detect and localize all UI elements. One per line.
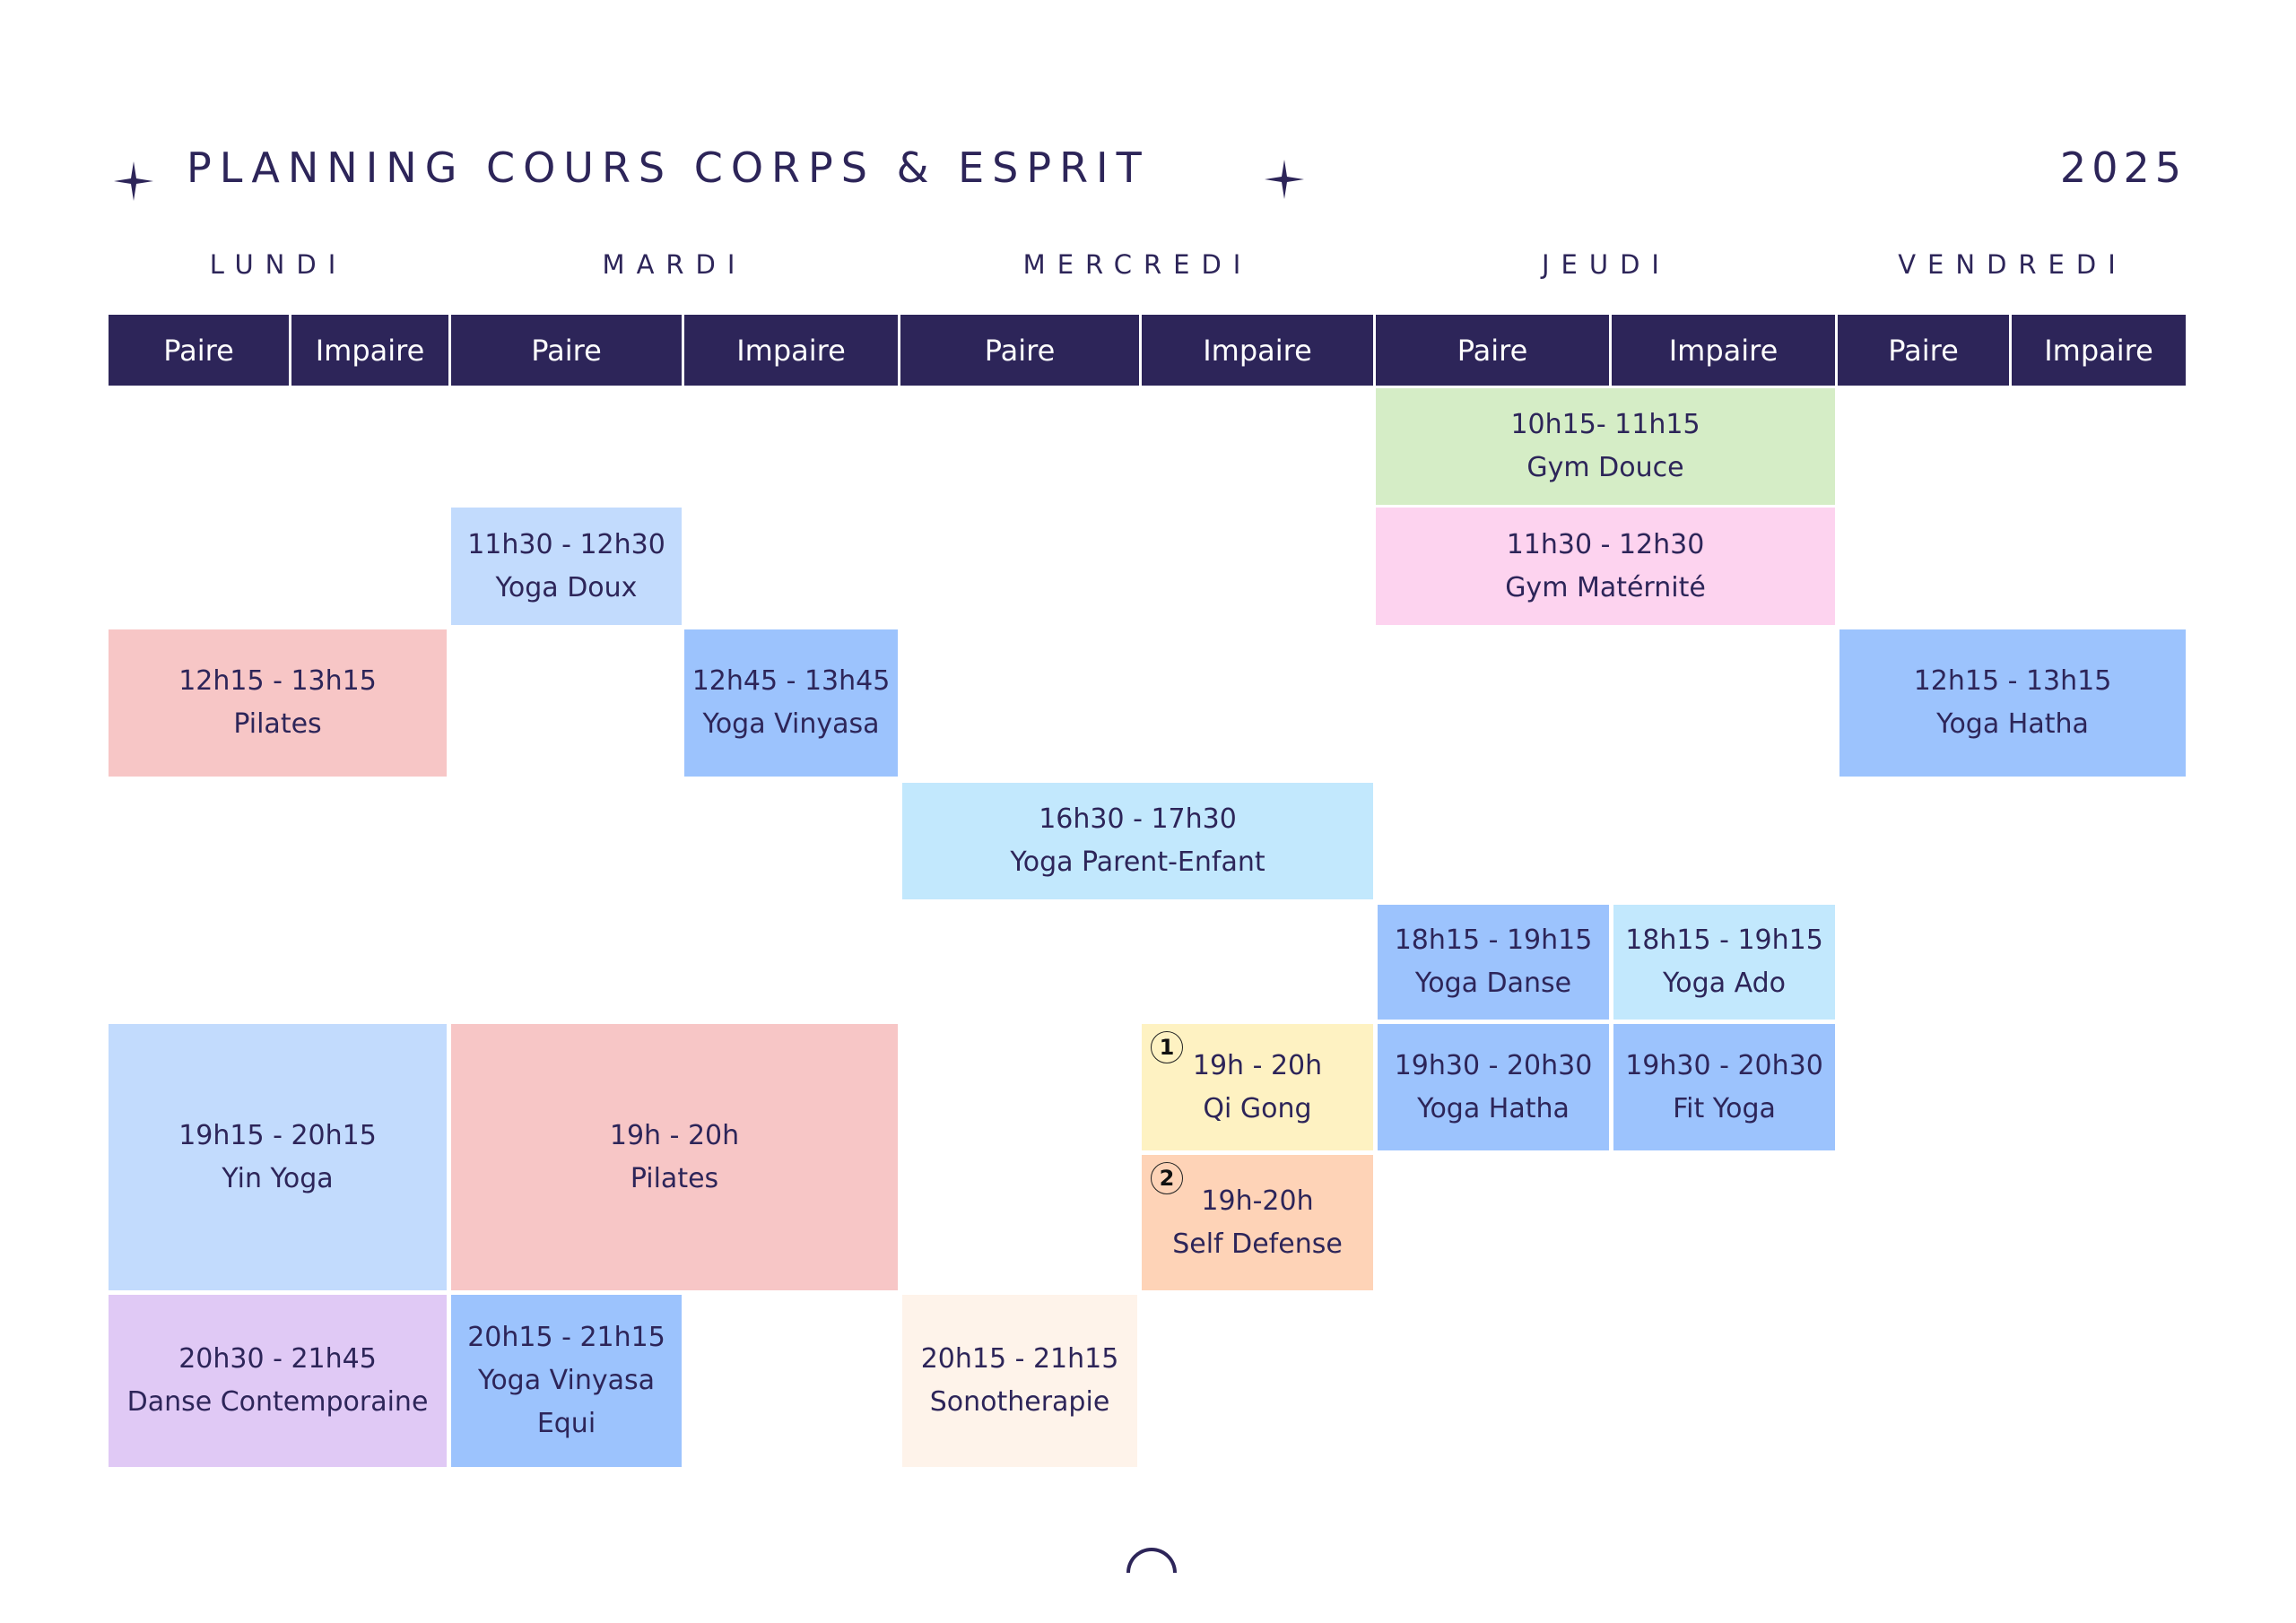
sparkle-star-icon <box>114 161 153 201</box>
class-time: 12h15 - 13h15 <box>178 665 377 697</box>
class-name: Yoga Parent-Enfant <box>1010 846 1265 878</box>
week-type-header: Impaire <box>1142 315 1373 386</box>
week-type-header: Impaire <box>684 315 898 386</box>
class-name: Pilates <box>233 708 322 740</box>
day-mercredi: MERCREDI <box>1022 249 1253 280</box>
class-name: Yoga Doux <box>495 571 638 603</box>
class-time: 20h30 - 21h45 <box>178 1343 377 1375</box>
class-block: 20h15 - 21h15 Sonotherapie <box>902 1295 1137 1467</box>
class-name: Pilates <box>630 1162 719 1194</box>
class-time: 16h30 - 17h30 <box>1039 803 1237 835</box>
class-name: Yoga Vinyasa <box>702 708 880 740</box>
day-jeudi: JEUDI <box>1542 249 1671 280</box>
class-time: 19h15 - 20h15 <box>178 1119 377 1151</box>
class-time: 19h - 20h <box>609 1119 740 1151</box>
class-name: Equi <box>536 1408 596 1439</box>
day-mardi: MARDI <box>602 249 747 280</box>
class-block: 20h15 - 21h15 Yoga Vinyasa Equi <box>451 1295 682 1467</box>
class-time: 12h15 - 13h15 <box>1913 665 2112 697</box>
class-block: 2 19h-20h Self Defense <box>1142 1155 1373 1290</box>
class-name: Sonotherapie <box>929 1386 1110 1418</box>
class-block: 12h45 - 13h45 Yoga Vinyasa <box>684 629 898 777</box>
week-type-header: Impaire <box>2012 315 2186 386</box>
class-block: 12h15 - 13h15 Yoga Hatha <box>1839 629 2186 777</box>
number-badge: 1 <box>1151 1031 1183 1063</box>
class-name: Yoga Hatha <box>1417 1092 1570 1124</box>
class-time: 20h15 - 21h15 <box>467 1322 665 1353</box>
class-block: 11h30 - 12h30 Yoga Doux <box>451 508 682 625</box>
class-time: 11h30 - 12h30 <box>467 528 665 560</box>
week-type-header: Paire <box>900 315 1139 386</box>
class-block: 18h15 - 19h15 Yoga Danse <box>1378 905 1609 1020</box>
crescent-moon-icon <box>1126 1548 1177 1573</box>
class-block: 16h30 - 17h30 Yoga Parent-Enfant <box>902 783 1373 899</box>
class-name: Yoga Ado <box>1662 968 1787 999</box>
class-time: 12h45 - 13h45 <box>691 665 891 697</box>
class-block: 19h30 - 20h30 Fit Yoga <box>1613 1024 1835 1150</box>
class-name: Gym Douce <box>1526 452 1684 483</box>
class-block: 11h30 - 12h30 Gym Matérnité <box>1376 508 1835 625</box>
class-block: 18h15 - 19h15 Yoga Ado <box>1613 905 1835 1020</box>
class-name: Qi Gong <box>1203 1092 1312 1124</box>
class-name: Yoga Danse <box>1414 968 1572 999</box>
day-lundi: LUNDI <box>209 249 348 280</box>
class-name: Yin Yoga <box>222 1162 334 1194</box>
class-block: 12h15 - 13h15 Pilates <box>109 629 447 777</box>
week-type-header: Paire <box>451 315 682 386</box>
class-name: Self Defense <box>1172 1228 1343 1260</box>
page-title: PLANNING COURS CORPS & ESPRIT <box>187 143 1150 192</box>
class-block: 20h30 - 21h45 Danse Contemporaine <box>109 1295 447 1467</box>
class-block: 19h15 - 20h15 Yin Yoga <box>109 1024 447 1290</box>
class-time: 18h15 - 19h15 <box>1625 924 1823 956</box>
day-vendredi: VENDREDI <box>1898 249 2127 280</box>
class-block: 19h - 20h Pilates <box>451 1024 898 1290</box>
class-block: 19h30 - 20h30 Yoga Hatha <box>1378 1024 1609 1150</box>
class-time: 10h15- 11h15 <box>1510 409 1700 440</box>
week-type-header: Paire <box>1838 315 2009 386</box>
class-time: 20h15 - 21h15 <box>920 1343 1119 1375</box>
number-badge: 2 <box>1151 1162 1183 1194</box>
week-type-header: Impaire <box>291 315 448 386</box>
week-type-header: Paire <box>1376 315 1609 386</box>
week-type-header: Paire <box>109 315 289 386</box>
class-name: Yoga Hatha <box>1936 708 2089 740</box>
class-name: Danse Contemporaine <box>126 1386 429 1418</box>
class-block: 10h15- 11h15 Gym Douce <box>1376 388 1835 505</box>
class-time: 19h-20h <box>1201 1185 1314 1217</box>
sparkle-star-icon <box>1265 160 1304 199</box>
class-block: 1 19h - 20h Qi Gong <box>1142 1024 1373 1150</box>
class-time: 19h30 - 20h30 <box>1625 1049 1823 1081</box>
class-time: 18h15 - 19h15 <box>1394 924 1593 956</box>
class-name: Yoga Vinyasa <box>477 1365 656 1396</box>
year-label: 2025 <box>2059 143 2187 192</box>
class-name: Gym Matérnité <box>1505 571 1706 603</box>
class-time: 19h - 20h <box>1192 1049 1323 1081</box>
class-time: 11h30 - 12h30 <box>1506 528 1705 560</box>
class-name: Fit Yoga <box>1673 1092 1776 1124</box>
class-time: 19h30 - 20h30 <box>1394 1049 1593 1081</box>
week-type-header: Impaire <box>1612 315 1835 386</box>
